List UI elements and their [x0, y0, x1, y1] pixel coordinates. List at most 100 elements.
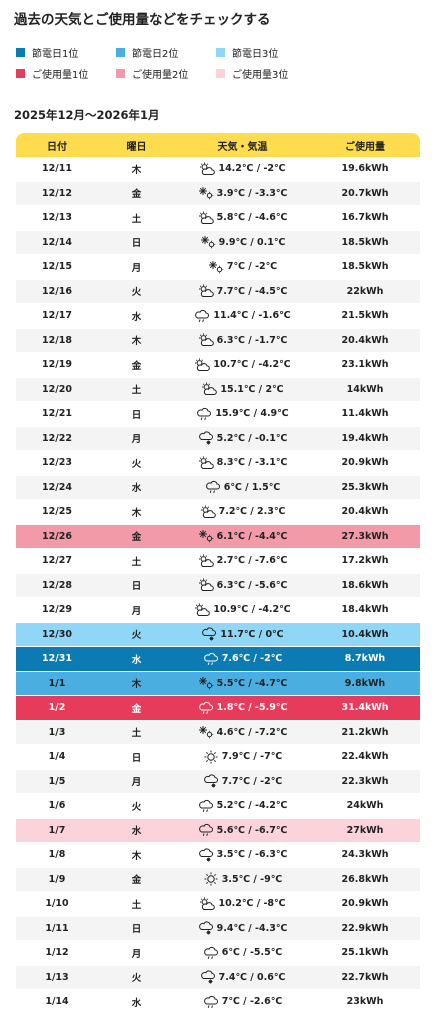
table-row: 1/9 金 3.5℃ / -9℃ 26.8kWh: [16, 867, 420, 892]
table-row: 12/25 木 7.2℃ / 2.3℃ 20.4kWh: [16, 500, 420, 525]
cell-weekday: 火: [131, 630, 142, 642]
legend-swatch: [116, 69, 125, 78]
cell-weekday: 水: [131, 311, 142, 323]
table-row: 1/1 木 5.5℃ / -4.7℃ 9.8kWh: [16, 671, 420, 696]
cell-weather: 3.5℃ / -6.3℃: [175, 848, 310, 862]
table-row: 12/28 日 6.3℃ / -5.6℃ 18.6kWh: [16, 573, 420, 598]
cell-weather: 10.7℃ / -4.2℃: [175, 358, 310, 372]
cell-weather: 6.1℃ / -4.4℃: [175, 529, 310, 543]
table-row: 1/10 土 10.2℃ / -8℃ 20.9kWh: [16, 892, 420, 917]
cell-weather: 7.7℃ / -2℃: [175, 774, 310, 788]
cell-weekday: 金: [131, 360, 142, 372]
cell-date: 12/30: [42, 628, 72, 640]
cell-weather: 9.4℃ / -4.3℃: [175, 921, 310, 935]
table-row: 1/13 火 7.4℃ / 0.6℃ 22.7kWh: [16, 965, 420, 990]
legend-item: 節電日2位: [116, 45, 216, 60]
legend-swatch: [116, 48, 125, 57]
cell-temperature: 8.3℃ / -3.1℃: [216, 457, 288, 469]
legend-label: 節電日2位: [132, 49, 179, 60]
legend-label: 節電日3位: [232, 49, 279, 60]
cell-weekday: 土: [131, 556, 142, 568]
sun-cloud-icon: [199, 897, 216, 911]
cell-date: 1/3: [48, 726, 66, 738]
cell-weather: 7.6℃ / -2℃: [175, 652, 310, 666]
cloud-snow-icon: [200, 970, 216, 984]
cell-weather: 7.9℃ / -7℃: [175, 750, 310, 764]
table-row: 12/18 木 6.3℃ / -1.7℃ 20.4kWh: [16, 328, 420, 353]
cell-weekday: 月: [131, 262, 142, 274]
cell-weather: 8.3℃ / -3.1℃: [175, 456, 310, 470]
cell-temperature: 10.2℃ / -8℃: [218, 898, 286, 910]
cell-temperature: 6.1℃ / -4.4℃: [216, 530, 288, 542]
cell-usage: 23.1kWh: [341, 359, 389, 371]
cloud-rain-icon: [205, 480, 221, 494]
cell-weekday: 火: [131, 287, 142, 299]
cell-usage: 27.3kWh: [341, 530, 389, 542]
cell-date: 12/23: [42, 457, 72, 469]
cell-weather: 7.2℃ / 2.3℃: [175, 505, 310, 519]
cell-usage: 22.9kWh: [341, 922, 389, 934]
cell-weekday: 土: [131, 385, 142, 397]
cell-usage: 22.7kWh: [341, 971, 389, 983]
sun-cloud-icon: [194, 358, 211, 372]
cell-weather: 6℃ / -5.5℃: [175, 946, 310, 960]
cloud-snow-icon: [198, 848, 214, 862]
cell-weekday: 金: [131, 703, 142, 715]
cloud-rain-icon: [203, 652, 219, 666]
cell-weekday: 金: [131, 532, 142, 544]
table-row: 12/23 火 8.3℃ / -3.1℃ 20.9kWh: [16, 451, 420, 476]
cell-usage: 18.5kWh: [341, 236, 389, 248]
cell-weekday: 月: [131, 605, 142, 617]
cell-usage: 8.7kWh: [344, 653, 386, 665]
cell-weather: 11.7℃ / 0℃: [175, 627, 310, 641]
cell-date: 12/19: [42, 359, 72, 371]
cell-weekday: 木: [131, 850, 142, 862]
cell-weather: 5.6℃ / -6.7℃: [175, 823, 310, 837]
cell-weekday: 日: [131, 238, 142, 250]
cloud-snow-icon: [201, 627, 217, 641]
cell-usage: 18.5kWh: [341, 261, 389, 273]
cloud-rain-icon: [203, 946, 219, 960]
cell-temperature: 3.5℃ / -6.3℃: [216, 849, 288, 861]
cell-temperature: 9.4℃ / -4.3℃: [216, 922, 288, 934]
cell-usage: 24kWh: [346, 800, 384, 812]
table-row: 12/26 金 6.1℃ / -4.4℃ 27.3kWh: [16, 524, 420, 549]
snow-sun-icon: [198, 725, 214, 739]
cell-date: 12/28: [42, 579, 72, 591]
cell-temperature: 5.6℃ / -6.7℃: [216, 824, 288, 836]
cell-temperature: 10.9℃ / -4.2℃: [213, 604, 291, 616]
cell-weekday: 木: [131, 336, 142, 348]
cell-temperature: 6℃ / 1.5℃: [223, 481, 281, 493]
cell-weather: 7.7℃ / -4.5℃: [175, 284, 310, 298]
cell-date: 1/4: [48, 751, 66, 763]
cell-weekday: 日: [131, 409, 142, 421]
sun-cloud-icon: [198, 284, 214, 298]
cell-weekday: 金: [131, 875, 142, 887]
cell-temperature: 15.9℃ / 4.9℃: [215, 408, 289, 420]
cell-date: 12/31: [42, 653, 72, 665]
cell-weekday: 火: [131, 973, 142, 985]
legend-item: 節電日1位: [16, 45, 116, 60]
snow-sun-icon: [200, 235, 216, 249]
cell-date: 12/21: [42, 408, 72, 420]
table-row: 12/29 月 10.9℃ / -4.2℃ 18.4kWh: [16, 598, 420, 623]
cell-temperature: 5.8℃ / -4.6℃: [216, 212, 288, 224]
cell-usage: 18.6kWh: [341, 579, 389, 591]
cell-weather: 15.1℃ / 2℃: [175, 382, 310, 396]
table-row: 1/2 金 1.8℃ / -5.9℃ 31.4kWh: [16, 696, 420, 721]
cell-usage: 21.2kWh: [341, 726, 389, 738]
legend-item: 節電日3位: [216, 45, 316, 60]
cell-weather: 4.6℃ / -7.2℃: [175, 725, 310, 739]
cell-weekday: 木: [131, 507, 142, 519]
table-row: 12/30 火 11.7℃ / 0℃ 10.4kWh: [16, 622, 420, 647]
cell-date: 1/2: [48, 702, 66, 714]
cell-usage: 22.4kWh: [341, 751, 389, 763]
table-row: 12/21 日 15.9℃ / 4.9℃ 11.4kWh: [16, 402, 420, 427]
cell-temperature: 7.6℃ / -2℃: [221, 653, 283, 665]
cell-usage: 20.7kWh: [341, 187, 389, 199]
cell-weather: 5.8℃ / -4.6℃: [175, 211, 310, 225]
cell-weekday: 月: [131, 434, 142, 446]
sun-cloud-icon: [198, 578, 214, 592]
header-weather: 天気・気温: [217, 141, 268, 153]
snow-sun-icon: [198, 529, 214, 543]
